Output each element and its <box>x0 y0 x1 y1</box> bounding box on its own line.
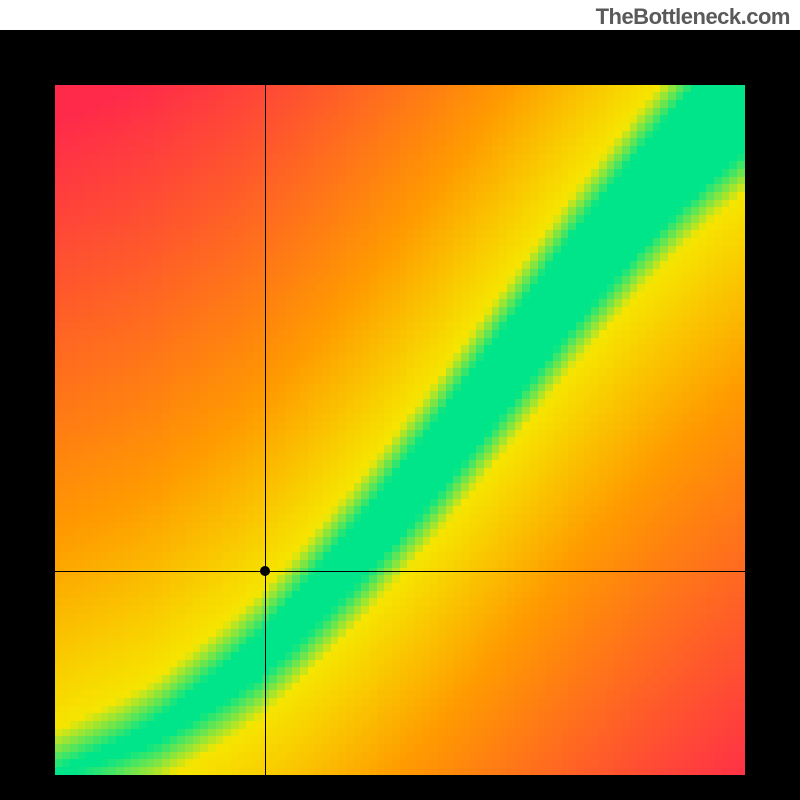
heatmap-canvas <box>55 85 745 775</box>
chart-outer-frame <box>0 30 800 800</box>
crosshair-vertical-line <box>265 85 266 775</box>
heatmap-plot-area <box>55 85 745 775</box>
watermark-text: TheBottleneck.com <box>596 4 790 30</box>
crosshair-horizontal-line <box>55 571 745 572</box>
image-container: TheBottleneck.com <box>0 0 800 800</box>
crosshair-marker-dot <box>260 566 270 576</box>
